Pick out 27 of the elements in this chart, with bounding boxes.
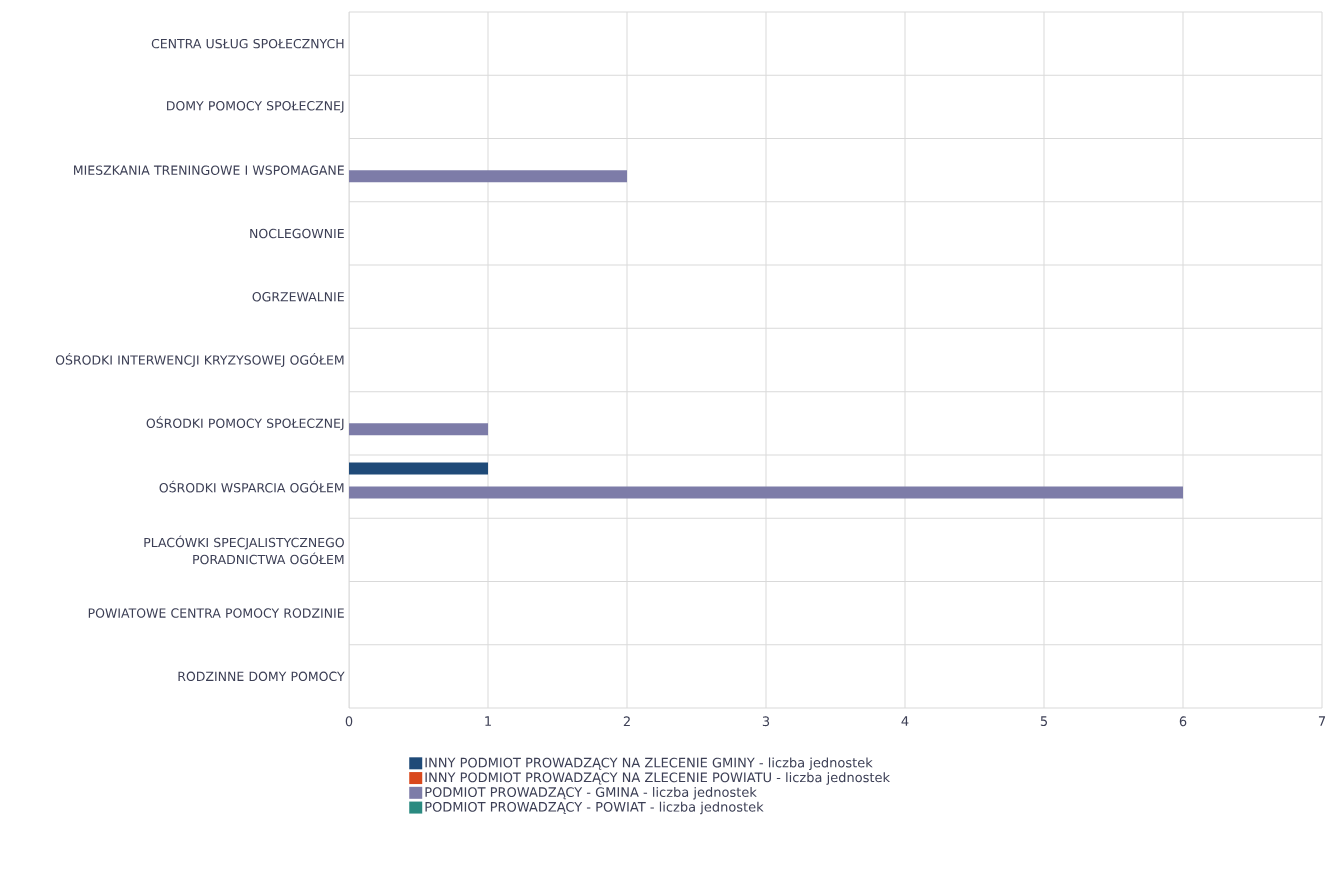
x-tick-label: 6 bbox=[1179, 716, 1187, 727]
bar bbox=[349, 462, 489, 475]
legend-label: PODMIOT PROWADZĄCY - POWIAT - liczba jednostek bbox=[425, 801, 764, 815]
y-tick-label: NOCLEGOWNIE bbox=[250, 228, 344, 239]
legend-label: INNY PODMIOT PROWADZĄCY NA ZLECENIE POWIATU - liczba jednostek bbox=[425, 772, 891, 785]
y-tick-label: OGRZEWALNIE bbox=[252, 291, 344, 302]
x-tick-label: 0 bbox=[345, 716, 353, 727]
bar bbox=[349, 486, 1183, 499]
legend-label: PODMIOT PROWADZĄCY - GMINA - liczba jednostek bbox=[425, 786, 757, 800]
y-tick-label: MIESZKANIA TRENINGOWE I WSPOMAGANE bbox=[74, 165, 344, 175]
bar bbox=[349, 423, 489, 436]
x-tick-label: 4 bbox=[901, 716, 909, 726]
x-tick-label: 3 bbox=[762, 716, 770, 727]
x-tick-label: 2 bbox=[623, 716, 630, 727]
y-tick-label: OŚRODKI WSPARCIA OGÓŁEM bbox=[159, 480, 344, 493]
y-tick-label: PLACÓWKI SPECJALISTYCZNEGO PORADNICTWA OGÓŁEM bbox=[144, 535, 344, 565]
y-tick-label: OŚRODKI INTERWENCJI KRYZYSOWEJ OGÓŁEM bbox=[55, 352, 344, 368]
x-tick-label: 7 bbox=[1318, 716, 1326, 726]
y-tick-label: OŚRODKI POMOCY SPOŁECZNEJ bbox=[146, 416, 344, 431]
y-tick-label: POWIATOWE CENTRA POMOCY RODZINIE bbox=[88, 608, 344, 618]
y-tick-label: CENTRA USŁUG SPOŁECZNYCH bbox=[151, 38, 344, 49]
x-tick-label: 1 bbox=[485, 716, 491, 726]
y-tick-label: RODZINNE DOMY POMOCY bbox=[178, 671, 345, 682]
x-tick-label: 5 bbox=[1040, 716, 1048, 727]
y-tick-label: DOMY POMOCY SPOŁECZNEJ bbox=[167, 101, 344, 113]
legend-label: INNY PODMIOT PROWADZĄCY NA ZLECENIE GMINY - liczba jednostek bbox=[425, 757, 873, 771]
bar bbox=[349, 170, 627, 183]
